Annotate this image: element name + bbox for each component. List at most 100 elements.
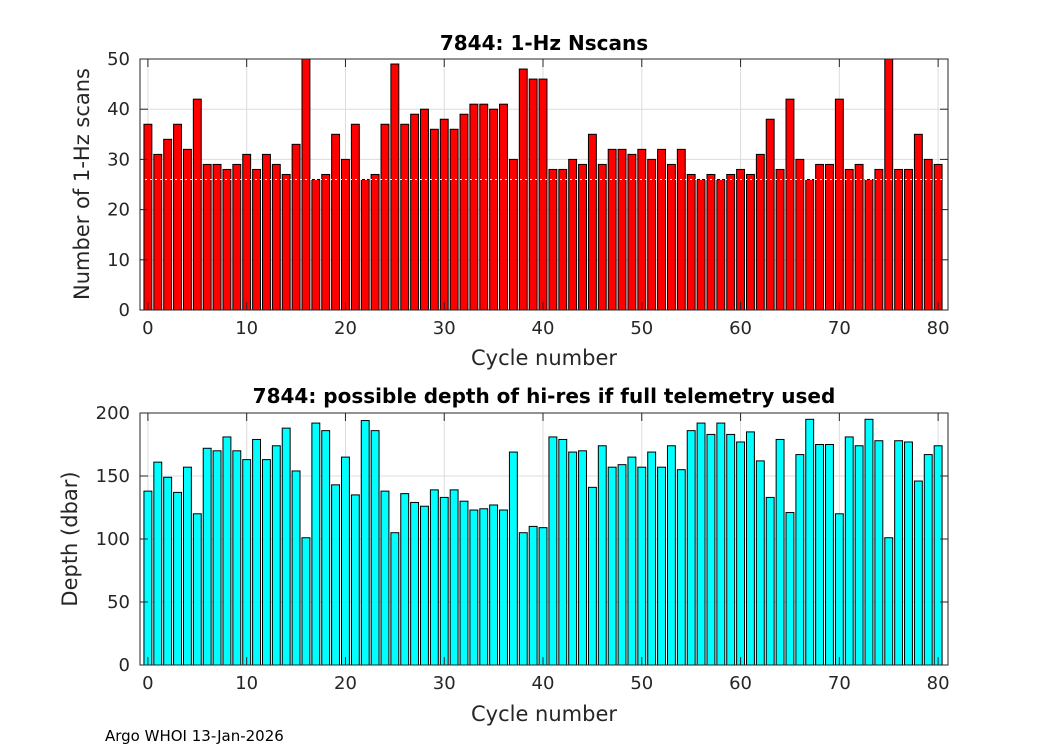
bottom-bar bbox=[864, 418, 874, 666]
bottom-xtick-label: 80 bbox=[927, 673, 950, 694]
bottom-bar bbox=[923, 454, 933, 666]
top-bar bbox=[222, 168, 232, 311]
top-bar bbox=[617, 148, 627, 311]
top-bar bbox=[380, 123, 390, 311]
top-bar bbox=[696, 178, 706, 311]
bottom-bar bbox=[874, 440, 884, 666]
top-bar bbox=[429, 128, 439, 311]
bottom-bar bbox=[499, 509, 508, 666]
bottom-bar bbox=[528, 525, 538, 666]
bottom-bar bbox=[390, 532, 400, 666]
bottom-bar bbox=[597, 445, 607, 666]
top-bar bbox=[242, 153, 252, 311]
top-bar bbox=[795, 158, 805, 311]
bottom-bar bbox=[578, 450, 587, 666]
top-xtick-label: 70 bbox=[828, 318, 851, 339]
bottom-bar bbox=[291, 470, 301, 666]
bottom-ytick-label: 0 bbox=[119, 655, 130, 676]
bottom-bar bbox=[192, 513, 202, 666]
bottom-bar bbox=[252, 438, 262, 666]
bottom-bar bbox=[301, 537, 311, 666]
bottom-bar bbox=[439, 496, 449, 666]
bottom-bar bbox=[548, 436, 558, 666]
top-bar bbox=[341, 158, 350, 311]
top-bar bbox=[716, 178, 726, 311]
top-bar bbox=[192, 98, 202, 311]
bottom-bar bbox=[913, 480, 923, 666]
bottom-bar bbox=[321, 430, 331, 666]
top-bar bbox=[755, 153, 765, 311]
bottom-xtick-label: 0 bbox=[142, 673, 153, 694]
bottom-bar bbox=[904, 441, 913, 666]
bottom-xtick-label: 20 bbox=[334, 673, 357, 694]
bottom-xtick-label: 60 bbox=[729, 673, 752, 694]
top-xtick-label: 30 bbox=[433, 318, 456, 339]
bottom-bar bbox=[647, 451, 657, 666]
bottom-bar bbox=[429, 489, 439, 666]
top-bar bbox=[597, 163, 607, 311]
top-bar bbox=[331, 133, 341, 311]
bottom-bar bbox=[271, 445, 281, 666]
top-chart-ylabel: Number of 1-Hz scans bbox=[70, 68, 94, 300]
top-bar bbox=[765, 118, 775, 311]
bottom-bar bbox=[894, 440, 904, 666]
bottom-bar bbox=[666, 445, 676, 666]
bottom-bar bbox=[657, 466, 666, 666]
bottom-ytick-label: 100 bbox=[96, 529, 130, 550]
top-xtick-label: 40 bbox=[532, 318, 555, 339]
top-ytick-label: 0 bbox=[119, 300, 130, 321]
bottom-bar bbox=[459, 500, 469, 666]
top-bar bbox=[627, 153, 637, 311]
bottom-bar bbox=[716, 422, 726, 666]
top-bar bbox=[686, 173, 696, 311]
bottom-bar bbox=[489, 504, 499, 666]
bottom-bar bbox=[558, 438, 568, 666]
bottom-chart-depth: 7844: possible depth of hi-res if full t… bbox=[58, 384, 950, 726]
bottom-xtick-label: 50 bbox=[630, 673, 653, 694]
bottom-bar bbox=[420, 505, 429, 666]
bottom-bar bbox=[143, 490, 153, 666]
bottom-chart-title: 7844: possible depth of hi-res if full t… bbox=[253, 384, 836, 408]
top-bar bbox=[834, 98, 844, 311]
top-bar bbox=[489, 108, 499, 311]
bottom-xtick-label: 40 bbox=[532, 673, 555, 694]
top-chart-nscans: 7844: 1-Hz Nscans Cycle number Number of… bbox=[70, 31, 950, 370]
top-bar bbox=[864, 178, 874, 311]
top-xtick-label: 60 bbox=[729, 318, 752, 339]
bottom-bar bbox=[637, 466, 647, 666]
bottom-bar bbox=[163, 476, 173, 666]
top-bar bbox=[745, 173, 755, 311]
top-bar bbox=[568, 158, 578, 311]
top-bar bbox=[528, 78, 538, 311]
bottom-bar bbox=[449, 489, 459, 666]
top-bar bbox=[647, 158, 657, 311]
bottom-bar bbox=[795, 454, 805, 666]
top-bar bbox=[558, 168, 568, 311]
top-bar bbox=[785, 98, 795, 311]
top-xtick-label: 20 bbox=[334, 318, 357, 339]
bottom-bar bbox=[360, 420, 370, 666]
top-bar bbox=[499, 103, 508, 311]
bottom-bar bbox=[884, 537, 894, 666]
top-bar bbox=[182, 148, 192, 311]
bottom-bar bbox=[212, 450, 222, 666]
top-bar bbox=[143, 123, 153, 311]
top-bar bbox=[913, 133, 923, 311]
bottom-bar bbox=[518, 532, 528, 666]
bottom-bar bbox=[775, 438, 785, 666]
top-bar bbox=[350, 123, 360, 311]
top-bar bbox=[420, 108, 429, 311]
top-bar bbox=[923, 158, 933, 311]
bottom-bar bbox=[400, 493, 410, 666]
top-chart-xlabel: Cycle number bbox=[471, 346, 617, 370]
top-bar bbox=[252, 168, 262, 311]
bottom-bar bbox=[676, 469, 686, 666]
bottom-bar bbox=[331, 484, 341, 666]
top-bar bbox=[281, 173, 291, 311]
top-bar bbox=[439, 118, 449, 311]
top-ytick-label: 10 bbox=[107, 250, 130, 271]
top-bar bbox=[153, 153, 163, 311]
bottom-bar bbox=[508, 451, 518, 666]
bottom-bar bbox=[607, 466, 617, 666]
top-bar bbox=[775, 168, 785, 311]
